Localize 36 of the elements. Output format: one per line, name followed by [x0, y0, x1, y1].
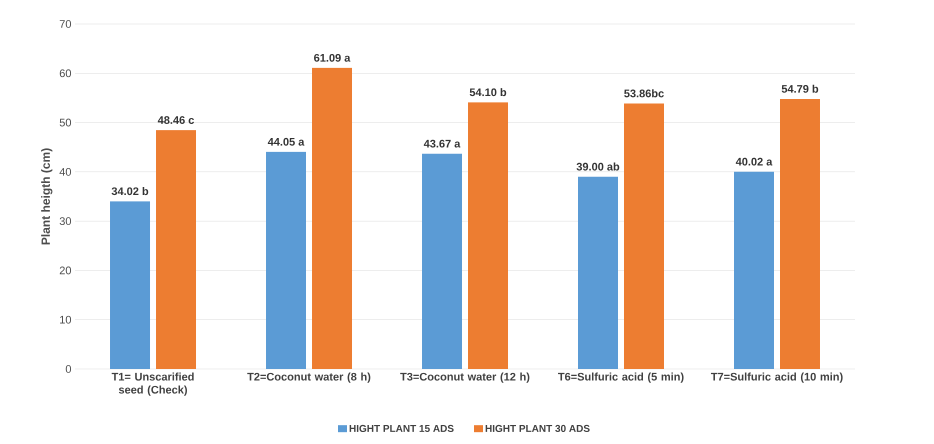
bar	[734, 172, 774, 369]
bar	[468, 102, 508, 369]
bar	[110, 201, 150, 369]
y-tick-label: 10	[60, 316, 72, 324]
data-label: 40.02 a	[736, 158, 772, 166]
x-tick-label: T3=Coconut water (12 h)	[400, 372, 530, 383]
y-axis-title: Plant heigth (cm)	[41, 148, 52, 244]
bar	[780, 98, 820, 369]
data-label: 61.09 a	[314, 54, 350, 62]
y-tick-label: 20	[60, 266, 72, 274]
data-label: 54.79 b	[782, 84, 818, 93]
legend-label: HIGHT PLANT 15 ADS	[350, 424, 454, 432]
y-tick-label: 70	[60, 20, 72, 28]
x-tick-label: T6=Sulfuric acid (5 min)	[558, 372, 684, 383]
x-tick-label: T1= Unscarified seed (Check)	[112, 372, 194, 396]
bar	[422, 154, 462, 369]
data-label: 48.46 c	[158, 116, 194, 124]
y-tick-label: 40	[59, 168, 72, 176]
data-label: 34.02 b	[112, 187, 148, 196]
data-label: 44.05 a	[268, 138, 304, 146]
x-tick-label: T2=Coconut water (8 h)	[247, 372, 370, 383]
bar	[578, 176, 618, 369]
y-tick-label: 30	[60, 217, 72, 226]
y-tick-label: 60	[60, 69, 72, 78]
bar	[156, 130, 196, 369]
data-label: 43.67 a	[424, 140, 460, 148]
bar	[312, 68, 352, 369]
data-label: 54.10 b	[470, 88, 506, 96]
data-label: 39.00 ab	[576, 162, 620, 171]
bar	[624, 104, 664, 369]
data-label: 53.86bc	[624, 89, 664, 98]
bar	[266, 152, 306, 369]
y-tick-label: 50	[60, 118, 72, 126]
x-tick-label: T7=Sulfuric acid (10 min)	[710, 372, 843, 383]
y-tick-label: 0	[66, 365, 72, 373]
legend-label: HIGHT PLANT 30 ADS	[486, 424, 590, 432]
